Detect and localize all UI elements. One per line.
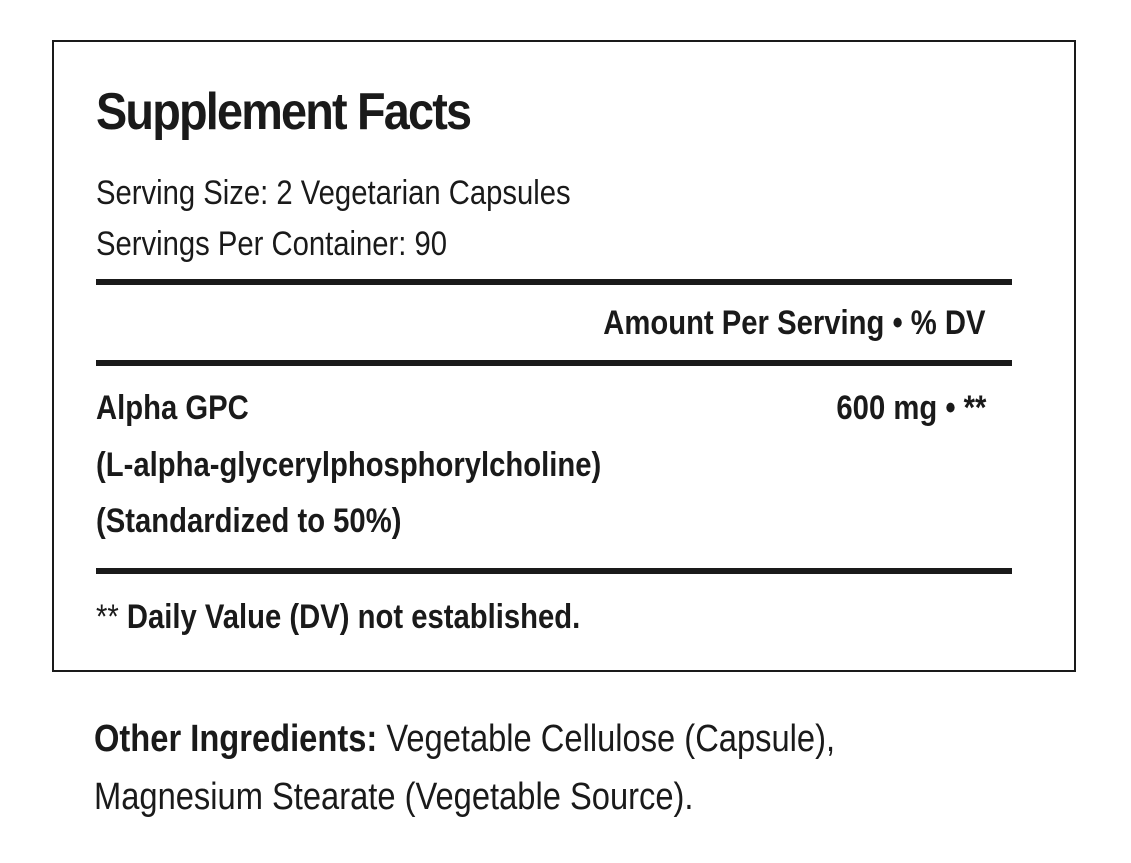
other-ingredients: Other Ingredients: Vegetable Cellulose (… [94, 710, 1094, 826]
amount-per-serving-header: Amount Per Serving • % DV [603, 304, 986, 342]
servings-per-container: Servings Per Container: 90 [96, 225, 448, 263]
ingredient-name: Alpha GPC [96, 389, 249, 427]
footnote-text: Daily Value (DV) not established. [126, 598, 581, 636]
other-ingredients-line-1: Other Ingredients: Vegetable Cellulose (… [94, 710, 954, 768]
divider-rule [96, 279, 1012, 285]
divider-rule [96, 568, 1012, 574]
daily-value-footnote: ** Daily Value (DV) not established. [96, 598, 580, 637]
supplement-facts-panel: Supplement Facts Serving Size: 2 Vegetar… [52, 40, 1076, 672]
serving-size: Serving Size: 2 Vegetarian Capsules [96, 174, 571, 212]
ingredient-standardization: (Standardized to 50%) [96, 502, 402, 540]
divider-rule [96, 360, 1012, 366]
other-ingredients-label: Other Ingredients: [94, 718, 378, 760]
other-ingredients-text-1: Vegetable Cellulose (Capsule), [386, 718, 836, 760]
ingredient-amount: 600 mg • ** [835, 389, 986, 427]
other-ingredients-line-2: Magnesium Stearate (Vegetable Source). [94, 776, 694, 818]
panel-title: Supplement Facts [96, 83, 472, 141]
ingredient-chemical-name: (L-alpha-glycerylphosphorylcholine) [96, 446, 602, 484]
footnote-mark: ** [96, 598, 119, 636]
